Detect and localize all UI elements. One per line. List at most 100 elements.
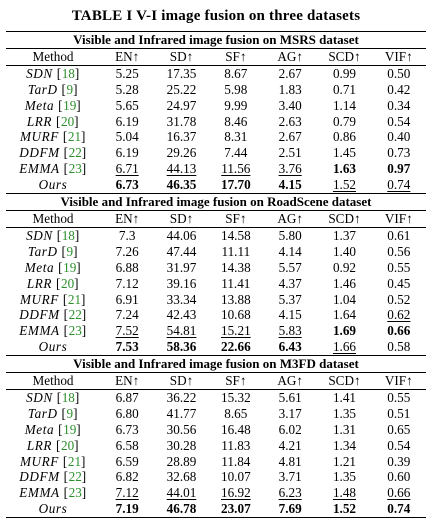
citation-link[interactable]: 21: [67, 291, 82, 307]
metric-value: 25.22: [166, 81, 197, 97]
value-cell: 2.51: [263, 145, 317, 161]
value-cell: 0.99: [317, 64, 372, 82]
metric-value: 44.06: [166, 227, 197, 243]
metric-value: 0.42: [387, 81, 411, 97]
metric-value: 1.40: [332, 243, 357, 259]
method-name: DDFM: [19, 307, 60, 323]
citation-link[interactable]: 9: [66, 243, 74, 259]
citation-link[interactable]: 21: [67, 453, 82, 469]
method-cell: EMMA [23]: [6, 161, 100, 177]
citation-link[interactable]: 20: [60, 113, 75, 129]
citation-link[interactable]: 23: [68, 161, 82, 177]
citation-link[interactable]: 18: [61, 227, 75, 243]
value-cell: 11.56: [209, 161, 263, 177]
metric-value: 28.89: [166, 453, 197, 469]
metric-value: 1.52: [332, 177, 357, 193]
value-cell: 0.56: [372, 244, 426, 260]
section-title-row: Visible and Infrared image fusion on M3F…: [6, 355, 426, 373]
metric-value: 10.07: [220, 469, 251, 485]
method-cell: TarD [9]: [6, 244, 100, 260]
value-cell: 0.42: [372, 82, 426, 98]
value-cell: 0.54: [372, 438, 426, 454]
metric-value: 0.92: [332, 259, 357, 275]
citation-bracket: ]: [73, 243, 79, 259]
metric-value: 6.19: [115, 113, 139, 129]
citation-link[interactable]: 22: [68, 307, 82, 323]
value-cell: 1.35: [317, 469, 371, 485]
section-title: Visible and Infrared image fusion on Roa…: [6, 193, 426, 211]
value-cell: 0.71: [317, 82, 371, 98]
value-cell: 1.52: [317, 501, 372, 519]
metric-value: 7.12: [115, 485, 139, 501]
table-row: EMMA [23] 6.71 44.13 11.56 3.76 1.63 0.97: [6, 161, 426, 177]
metric-value: 1.04: [332, 291, 357, 307]
citation-link[interactable]: 21: [67, 129, 82, 145]
citation-bracket: [: [59, 145, 69, 161]
citation-link[interactable]: 19: [63, 421, 77, 437]
metric-value: 1.46: [332, 275, 357, 291]
value-cell: 1.64: [317, 307, 371, 323]
metric-value: 23.07: [220, 501, 251, 517]
column-header: Method: [6, 372, 100, 390]
table-row: Meta [19] 6.73 30.56 16.48 6.02 1.31 0.65: [6, 422, 426, 438]
value-cell: 39.16: [154, 276, 208, 292]
metric-value: 17.70: [220, 177, 251, 193]
table-row: LRR [20] 7.12 39.16 11.41 4.37 1.46 0.45: [6, 276, 426, 292]
column-header: VIF↑: [371, 209, 426, 228]
metric-value: 16.37: [166, 129, 197, 145]
column-header: SD↑: [154, 47, 209, 66]
method-name: LRR: [26, 437, 53, 453]
citation-link[interactable]: 23: [68, 323, 82, 339]
metric-value: 11.56: [221, 161, 251, 177]
metric-value: 6.19: [115, 145, 139, 161]
metric-value: 14.38: [220, 259, 251, 275]
citation-bracket: ]: [81, 323, 87, 339]
metric-value: 10.68: [220, 307, 251, 323]
value-cell: 7.19: [100, 501, 155, 519]
method-name: TarD: [27, 81, 58, 97]
citation-link[interactable]: 9: [66, 81, 74, 97]
metric-value: 4.81: [278, 453, 302, 469]
value-cell: 15.32: [208, 388, 263, 406]
metric-value: 3.71: [278, 469, 302, 485]
metric-value: 8.65: [224, 405, 248, 421]
citation-link[interactable]: 23: [68, 485, 82, 501]
citation-link[interactable]: 22: [68, 469, 82, 485]
metric-value: 7.44: [224, 145, 248, 161]
metric-value: 54.81: [166, 323, 197, 339]
metric-value: 0.56: [387, 243, 411, 259]
value-cell: 0.40: [372, 129, 426, 145]
method-cell: DDFM [22]: [6, 469, 100, 485]
citation-link[interactable]: 20: [60, 437, 75, 453]
citation-bracket: ]: [81, 129, 87, 145]
method-name: SDN: [26, 227, 53, 243]
method-name: DDFM: [19, 469, 60, 485]
citation-link[interactable]: 19: [63, 259, 77, 275]
citation-link[interactable]: 22: [68, 145, 82, 161]
metric-value: 2.67: [278, 129, 302, 145]
metric-value: 7.19: [115, 501, 139, 517]
table-row: MURF [21] 6.91 33.34 13.88 5.37 1.04 0.52: [6, 292, 426, 308]
metric-value: 7.12: [115, 275, 139, 291]
value-cell: 0.34: [372, 98, 426, 114]
value-cell: 58.36: [154, 339, 208, 355]
metric-value: 31.78: [166, 113, 197, 129]
value-cell: 4.21: [263, 438, 317, 454]
citation-link[interactable]: 19: [63, 97, 77, 113]
value-cell: 4.15: [263, 307, 317, 323]
citation-link[interactable]: 20: [60, 275, 75, 291]
value-cell: 5.80: [262, 226, 318, 244]
citation-link[interactable]: 9: [66, 405, 74, 421]
metric-value: 0.54: [387, 437, 411, 453]
metric-value: 11.84: [221, 453, 251, 469]
value-cell: 17.70: [209, 177, 263, 193]
metric-value: 0.71: [332, 81, 357, 97]
value-cell: 6.43: [263, 339, 317, 355]
metric-value: 0.62: [387, 307, 411, 323]
metric-value: 16.48: [220, 421, 251, 437]
value-cell: 0.66: [372, 323, 426, 339]
citation-link[interactable]: 18: [61, 65, 75, 81]
citation-link[interactable]: 18: [61, 389, 75, 405]
value-cell: 0.60: [372, 469, 426, 485]
column-header: AG↑: [262, 47, 318, 66]
